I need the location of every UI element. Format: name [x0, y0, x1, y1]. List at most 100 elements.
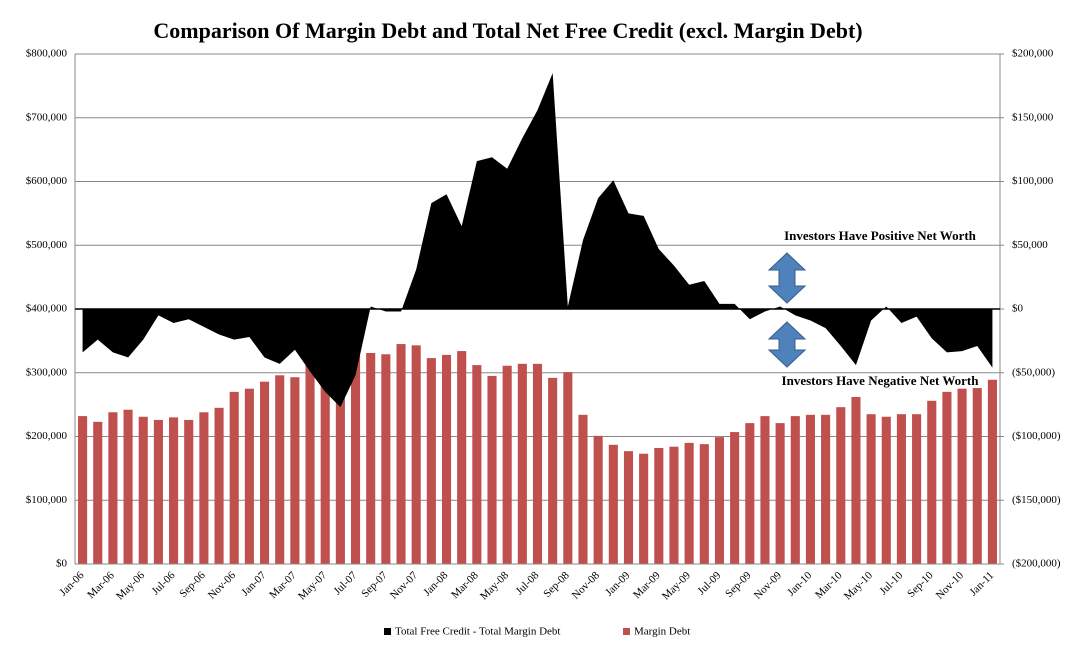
bar	[366, 352, 376, 564]
bar	[608, 444, 618, 564]
x-tick-label: Mar-10	[813, 569, 845, 601]
x-tick-label: Jul-08	[513, 569, 541, 597]
area	[82, 73, 993, 408]
bar	[138, 416, 148, 564]
bar	[578, 414, 588, 564]
bar	[199, 412, 209, 564]
bar	[760, 416, 770, 564]
bar	[123, 409, 133, 564]
bar	[260, 381, 270, 564]
x-tick-label: Nov-07	[388, 569, 421, 602]
bar	[214, 407, 224, 564]
y2-tick-label: ($150,000)	[1012, 494, 1061, 506]
x-tick-label: Nov-09	[752, 569, 785, 602]
x-tick-label: Mar-09	[631, 569, 663, 601]
bar	[305, 361, 315, 564]
x-tick-label: May-10	[842, 569, 875, 602]
bar	[775, 423, 785, 564]
y-tick-label: $100,000	[26, 494, 68, 506]
bar	[93, 421, 103, 564]
y-tick-label: $300,000	[26, 366, 68, 378]
y-tick-label: $600,000	[26, 175, 68, 187]
x-tick-label: Mar-06	[85, 569, 117, 601]
bar	[350, 321, 361, 564]
bar	[517, 363, 527, 564]
bar	[548, 377, 558, 564]
y-tick-label: $200,000	[26, 430, 68, 442]
annotation: Investors Have Positive Net Worth	[784, 228, 977, 243]
bar	[639, 453, 649, 564]
up-down-arrow	[767, 252, 807, 304]
bar	[654, 447, 664, 564]
bar	[851, 396, 861, 564]
bar	[320, 338, 330, 564]
bar	[942, 391, 952, 564]
bar	[684, 442, 694, 564]
x-tick-label: Jan-11	[967, 569, 996, 598]
x-tick-label: Nov-08	[570, 569, 603, 602]
bar	[669, 446, 679, 564]
bar	[290, 377, 300, 564]
bar	[441, 354, 452, 564]
x-tick-label: Jan-08	[421, 569, 451, 599]
bar	[927, 400, 937, 564]
bar	[229, 391, 239, 564]
bar	[805, 414, 815, 564]
x-tick-label: Jan-10	[785, 569, 815, 599]
y2-tick-label: $100,000	[1012, 175, 1054, 187]
y2-tick-label: ($50,000)	[1012, 366, 1055, 378]
bar	[593, 435, 603, 564]
legend-swatch	[623, 628, 630, 635]
bar	[169, 417, 179, 564]
bar	[244, 388, 254, 564]
bar	[714, 437, 725, 564]
x-tick-label: Jul-06	[150, 569, 178, 597]
x-tick-label: Jul-10	[877, 569, 905, 597]
y2-tick-label: ($100,000)	[1012, 430, 1061, 442]
y2-tick-label: $150,000	[1012, 111, 1054, 123]
y2-tick-label: $200,000	[1012, 48, 1054, 60]
x-tick-label: Nov-06	[206, 569, 239, 602]
bar	[184, 419, 194, 564]
x-tick-label: Jul-07	[332, 569, 360, 597]
bar	[623, 451, 634, 564]
bar	[563, 372, 573, 564]
y2-tick-label: ($200,000)	[1012, 558, 1061, 570]
bar	[821, 414, 831, 564]
x-tick-label: Sep-08	[541, 569, 572, 600]
y-tick-label: $400,000	[26, 303, 68, 315]
arrows	[767, 252, 807, 368]
x-tick-label: Sep-06	[177, 569, 208, 600]
x-tick-label: May-06	[114, 569, 147, 602]
bar	[987, 379, 997, 564]
bar	[78, 416, 88, 564]
bar	[745, 423, 755, 564]
x-tick-label: Sep-09	[723, 569, 754, 600]
bar	[881, 416, 891, 564]
x-tick-label: May-09	[660, 569, 693, 602]
legend-label: Margin Debt	[634, 626, 690, 638]
y2-tick-label: $50,000	[1012, 239, 1048, 251]
x-tick-label: May-07	[296, 569, 329, 602]
x-tick-label: Nov-10	[934, 569, 967, 602]
x-tick-label: Jan-09	[603, 569, 633, 599]
bar	[472, 365, 482, 564]
bar	[790, 416, 800, 564]
bar	[972, 388, 982, 564]
bar	[502, 365, 512, 564]
bar	[396, 344, 406, 564]
x-tick-label: May-08	[478, 569, 511, 602]
x-tick-label: Jan-07	[239, 569, 269, 599]
x-tick-label: Jul-09	[695, 569, 723, 597]
x-tick-label: Mar-08	[449, 569, 481, 601]
bar	[411, 345, 421, 564]
bar	[532, 363, 543, 564]
annotation: Investors Have Negative Net Worth	[782, 373, 980, 388]
bar	[275, 375, 285, 564]
y-tick-label: $0	[56, 558, 68, 570]
y-tick-label: $800,000	[26, 48, 68, 60]
y-tick-label: $500,000	[26, 239, 68, 251]
bar	[836, 407, 846, 564]
bar	[335, 323, 345, 564]
